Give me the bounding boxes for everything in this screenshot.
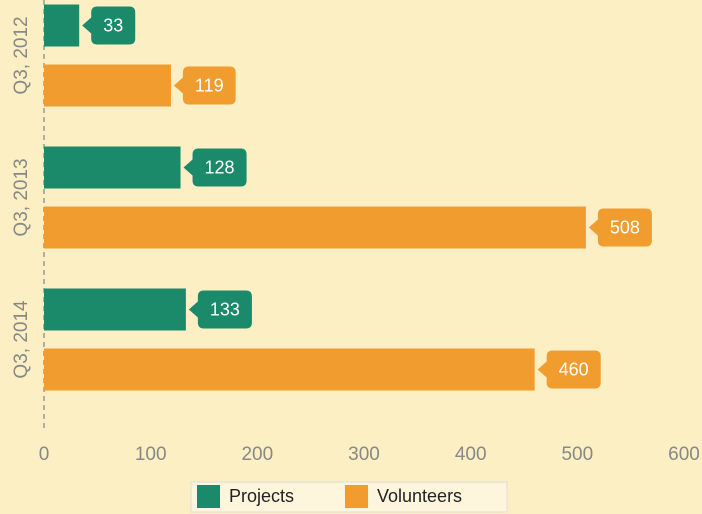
category-label: Q3, 2014	[11, 300, 32, 379]
bar	[44, 64, 171, 107]
callout-box	[183, 148, 247, 187]
value-callout: 133	[188, 290, 252, 329]
legend-label: Volunteers	[377, 486, 462, 506]
bar	[44, 4, 80, 47]
x-tick-label: 300	[348, 444, 380, 465]
value-callout: 508	[588, 208, 652, 247]
value-callout: 460	[537, 350, 601, 389]
value-label: 33	[103, 15, 123, 35]
value-label: 508	[610, 217, 640, 237]
value-label: 119	[195, 75, 224, 95]
callout-box	[537, 350, 601, 389]
x-tick-label: 400	[455, 444, 487, 465]
callout-box	[82, 6, 136, 45]
bar	[44, 146, 181, 189]
x-tick-label: 200	[241, 444, 273, 465]
value-label: 133	[210, 299, 240, 319]
callout-box	[188, 290, 252, 329]
callout-box	[588, 208, 652, 247]
bar	[44, 288, 186, 331]
category-label: Q3, 2012	[11, 16, 32, 94]
value-callout: 33	[82, 6, 136, 45]
legend-swatch	[197, 485, 220, 508]
value-callout: 128	[183, 148, 247, 187]
legend-swatch	[345, 485, 368, 508]
bar	[44, 206, 586, 249]
legend-label: Projects	[229, 486, 294, 506]
x-tick-label: 100	[135, 444, 167, 465]
value-callout: 119	[173, 66, 236, 105]
value-label: 128	[205, 157, 235, 177]
x-tick-label: 600	[668, 444, 700, 465]
value-label: 460	[559, 359, 589, 379]
bar	[44, 348, 535, 391]
x-tick-label: 500	[561, 444, 593, 465]
category-label: Q3, 2013	[11, 158, 32, 236]
x-tick-label: 0	[39, 444, 50, 465]
callout-box	[173, 66, 236, 105]
